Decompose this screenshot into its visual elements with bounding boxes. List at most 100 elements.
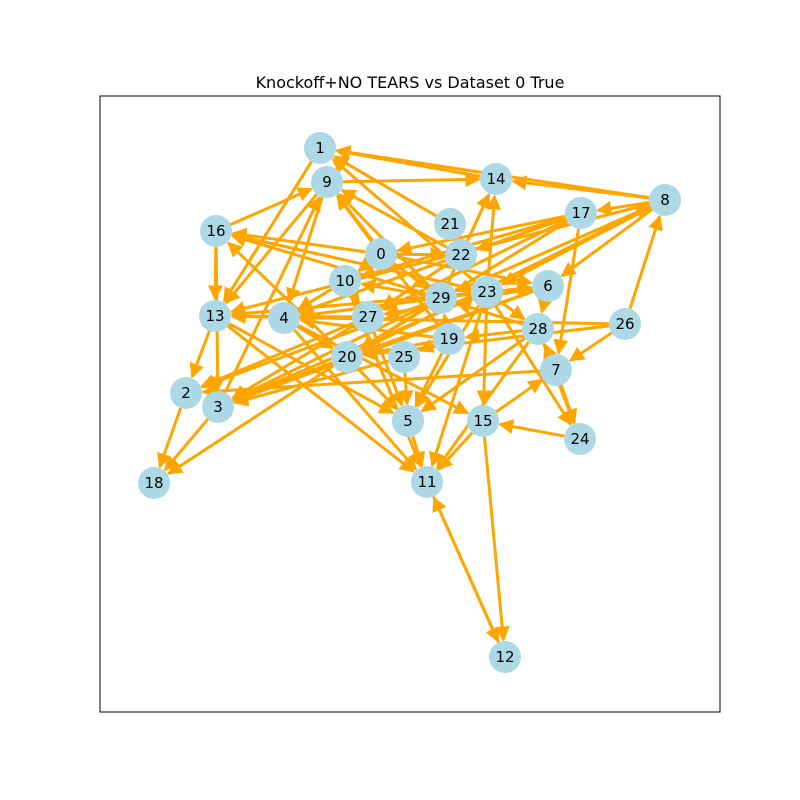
node-label-23: 23 (477, 283, 496, 301)
node-13: 13 (199, 300, 231, 332)
edge-15-to-11 (437, 431, 474, 471)
node-circle-22 (445, 239, 477, 271)
node-label-0: 0 (376, 245, 386, 263)
node-circle-10 (329, 265, 361, 297)
node-circle-5 (392, 405, 424, 437)
node-20: 20 (331, 341, 363, 373)
edge-23-to-6 (502, 281, 533, 297)
node-circle-15 (467, 405, 499, 437)
node-9: 9 (311, 166, 343, 198)
edge-19-to-29 (439, 313, 455, 330)
node-label-15: 15 (473, 412, 492, 430)
plot-frame (99, 95, 721, 713)
edge-5-to-11 (410, 435, 426, 468)
edge-23-to-28 (499, 300, 526, 321)
node-circle-17 (565, 197, 597, 229)
node-label-26: 26 (615, 315, 634, 333)
node-1: 1 (304, 132, 336, 164)
edge-13-to-5 (228, 322, 395, 415)
node-21: 21 (434, 208, 466, 240)
node-label-2: 2 (181, 384, 191, 402)
edge-9-to-14 (342, 172, 481, 188)
node-circle-1 (304, 132, 336, 164)
edge-20-to-16 (227, 241, 337, 347)
node-28: 28 (522, 313, 554, 345)
node-11: 11 (411, 466, 443, 498)
edge-27-to-3 (231, 323, 356, 400)
edge-8-to-14 (511, 175, 650, 200)
edge-0-to-29 (393, 262, 429, 290)
node-circle-12 (489, 641, 521, 673)
edge-7-to-28 (543, 343, 558, 360)
node-circle-11 (411, 466, 443, 498)
edge-23-to-5 (415, 304, 480, 408)
node-circle-20 (331, 341, 363, 373)
edge-23-to-14 (486, 194, 502, 277)
node-circle-2 (170, 377, 202, 409)
node-circle-13 (199, 300, 231, 332)
edge-9-to-4 (286, 196, 324, 304)
edge-6-to-28 (537, 297, 553, 314)
edge-23-to-24 (494, 304, 573, 426)
node-23: 23 (471, 276, 503, 308)
node-label-12: 12 (495, 648, 514, 666)
edge-19-to-25 (418, 338, 436, 353)
node-label-1: 1 (315, 139, 325, 157)
node-circle-9 (311, 166, 343, 198)
edge-0-to-10 (357, 256, 374, 272)
node-label-27: 27 (358, 308, 377, 326)
node-26: 26 (609, 308, 641, 340)
edge-4-to-11 (293, 329, 417, 471)
edge-10-to-27 (345, 287, 361, 304)
edge-19-to-5 (414, 352, 444, 408)
node-label-20: 20 (337, 348, 356, 366)
edge-17-to-0 (396, 214, 566, 256)
node-circle-16 (200, 215, 232, 247)
node-22: 22 (445, 239, 477, 271)
node-24: 24 (564, 423, 596, 455)
node-8: 8 (649, 184, 681, 216)
edge-25-to-3 (232, 359, 389, 407)
node-label-28: 28 (528, 320, 547, 338)
node-10: 10 (329, 265, 361, 297)
node-25: 25 (388, 341, 420, 373)
node-circle-4 (268, 302, 300, 334)
edge-7-to-24 (559, 384, 578, 425)
node-label-25: 25 (394, 348, 413, 366)
node-label-4: 4 (279, 309, 289, 327)
node-circle-8 (649, 184, 681, 216)
node-label-18: 18 (144, 474, 163, 492)
node-15: 15 (467, 405, 499, 437)
node-label-13: 13 (205, 307, 224, 325)
node-label-22: 22 (451, 246, 470, 264)
edge-27-to-5 (372, 331, 405, 407)
node-circle-23 (471, 276, 503, 308)
node-circle-18 (138, 467, 170, 499)
node-circle-19 (433, 323, 465, 355)
edge-22-to-9 (340, 188, 448, 249)
node-label-19: 19 (439, 330, 458, 348)
edge-1-to-13 (222, 160, 313, 303)
node-circle-3 (202, 391, 234, 423)
node-19: 19 (433, 323, 465, 355)
edge-23-to-15 (476, 307, 492, 406)
edge-8-to-6 (560, 208, 653, 278)
node-16: 16 (200, 215, 232, 247)
edge-8-to-17 (596, 200, 650, 216)
node-label-7: 7 (551, 361, 561, 379)
node-label-11: 11 (417, 473, 436, 491)
edge-15-to-12 (482, 436, 510, 642)
edge-21-to-1 (333, 155, 437, 218)
edge-27-to-2 (200, 321, 354, 389)
node-circle-21 (434, 208, 466, 240)
node-circle-26 (609, 308, 641, 340)
node-12: 12 (489, 641, 521, 673)
edge-0-to-16 (231, 227, 366, 254)
node-4: 4 (268, 302, 300, 334)
node-circle-27 (352, 301, 384, 333)
node-7: 7 (540, 354, 572, 386)
node-label-3: 3 (213, 398, 223, 416)
node-2: 2 (170, 377, 202, 409)
